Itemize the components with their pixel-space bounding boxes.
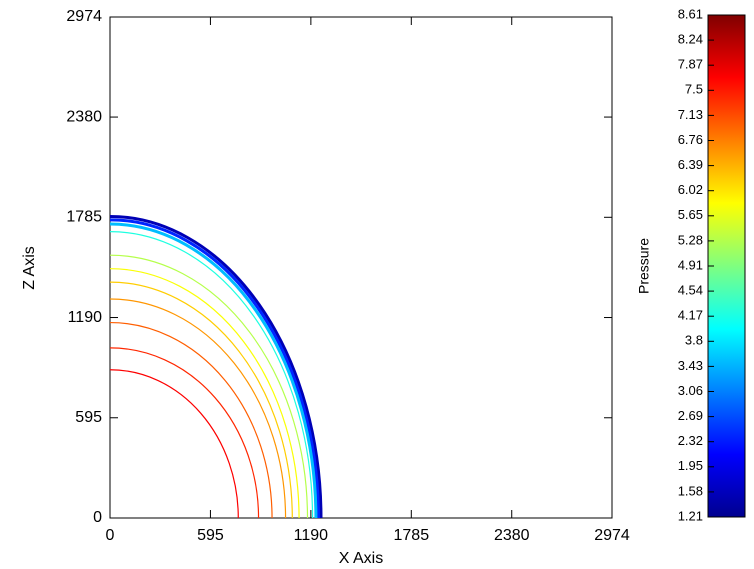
colorbar-tick-label: 6.76 <box>678 132 703 147</box>
y-tick-label: 1785 <box>66 209 102 226</box>
y-axis-label: Z Axis <box>21 246 38 290</box>
colorbar-tick-label: 4.91 <box>678 257 703 272</box>
contour-line <box>110 214 323 518</box>
x-tick-label: 0 <box>106 527 115 544</box>
colorbar-axis: 1.21 1.58 1.95 2.32 2.69 3.06 3.43 3.8 4.17 4.54 4… <box>678 6 714 523</box>
colorbar-tick-label: 8.24 <box>678 32 703 47</box>
colorbar-tick-label: 6.39 <box>678 157 703 172</box>
x-tick-label: 1785 <box>394 527 430 544</box>
colorbar-tick-label: 6.02 <box>678 182 703 197</box>
colorbar-tick-label: 4.54 <box>678 283 703 298</box>
colorbar <box>707 14 746 518</box>
y-tick-label: 2380 <box>66 108 102 125</box>
y-tick-label: 2974 <box>66 8 102 25</box>
colorbar-tick-label: 1.95 <box>678 458 703 473</box>
colorbar-tick-label: 7.87 <box>678 57 703 72</box>
colorbar-tick-label: 1.21 <box>678 508 703 523</box>
colorbar-label: Pressure <box>636 238 652 294</box>
contour-line <box>110 218 320 518</box>
colorbar-tick-label: 4.17 <box>678 308 703 323</box>
x-tick-label: 2380 <box>494 527 530 544</box>
contour-line <box>110 298 287 518</box>
colorbar-tick-label: 3.43 <box>678 358 703 373</box>
y-tick-label: 0 <box>93 509 102 526</box>
x-tick-label: 2974 <box>594 527 630 544</box>
contour-line <box>110 268 300 518</box>
plot-frame <box>109 16 613 519</box>
x-axis-label: X Axis <box>339 550 383 567</box>
y-tick-label: 1190 <box>68 309 103 326</box>
colorbar-tick-label: 7.5 <box>685 82 703 97</box>
colorbar-tick-label: 5.65 <box>678 207 703 222</box>
contour-line <box>110 222 318 518</box>
contours <box>110 214 323 518</box>
x-tick-label: 1190 <box>294 527 329 544</box>
colorbar-tick-label: 2.69 <box>678 408 703 423</box>
colorbar-tick-label: 8.61 <box>678 6 703 21</box>
contour-line <box>110 347 260 518</box>
contour-line <box>110 281 293 518</box>
contour-line <box>110 231 314 518</box>
contour-line <box>110 321 273 518</box>
y-tick-label: 595 <box>75 409 102 426</box>
x-tick-label: 595 <box>197 527 224 544</box>
colorbar-tick-label: 2.32 <box>678 433 703 448</box>
colorbar-tick-label: 3.8 <box>685 333 703 348</box>
colorbar-tick-label: 5.28 <box>678 232 703 247</box>
colorbar-tick-label: 7.13 <box>678 107 703 122</box>
contour-line <box>110 369 239 518</box>
colorbar-tick-label: 3.06 <box>678 383 703 398</box>
colorbar-tick-label: 1.58 <box>678 483 703 498</box>
contour-line <box>110 254 309 518</box>
